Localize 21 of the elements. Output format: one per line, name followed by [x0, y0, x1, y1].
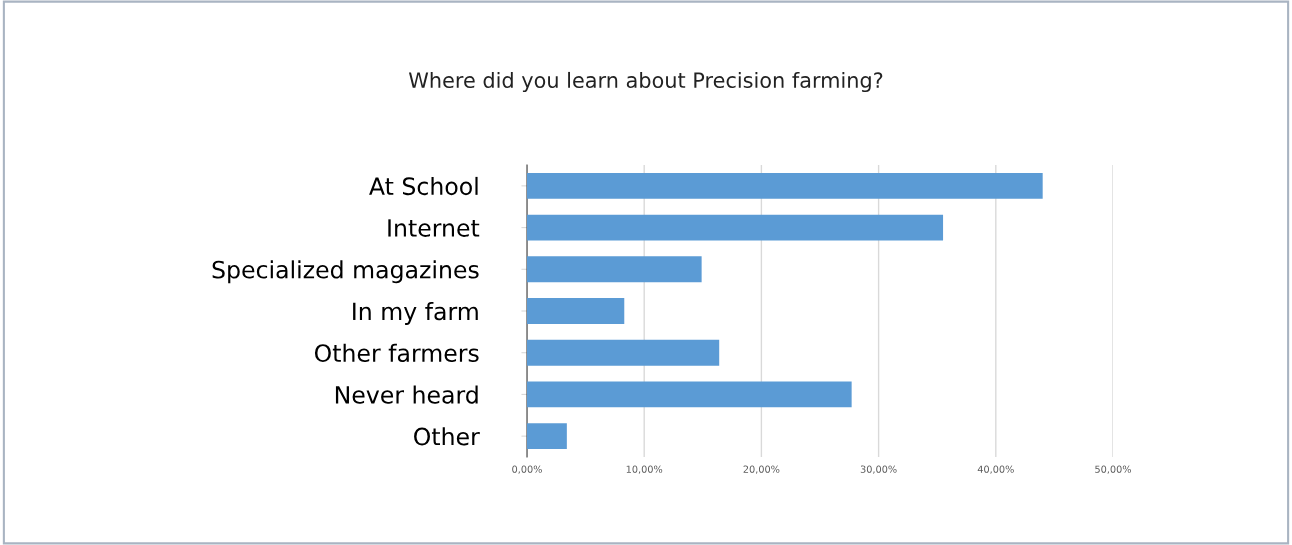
y-tick-label: Internet — [388, 219, 480, 237]
bar — [527, 423, 567, 450]
x-tick-label: 20,00% — [743, 465, 780, 474]
bar — [527, 381, 852, 408]
y-tick-label: Other farmers — [314, 343, 479, 363]
y-tick-label: Never heard — [335, 385, 478, 404]
x-tick-label: 40,00% — [977, 465, 1014, 474]
y-tick-label: Other — [414, 427, 480, 446]
bar — [527, 172, 1043, 199]
x-tick-label: 50,00% — [1095, 465, 1131, 474]
y-tick-label: In my farm — [353, 302, 478, 325]
bar — [527, 339, 720, 366]
bar — [527, 256, 702, 283]
x-tick-label: 30,00% — [860, 465, 897, 474]
chart-title: Where did you learn about Precision farming? — [408, 71, 883, 93]
y-tick-label: Specialized magazines — [212, 260, 479, 284]
x-tick-label: 0,00% — [512, 465, 542, 474]
y-tick-label: At School — [369, 176, 478, 196]
bar — [527, 298, 625, 324]
x-tick-label: 10,00% — [626, 465, 663, 474]
bar — [527, 214, 944, 241]
